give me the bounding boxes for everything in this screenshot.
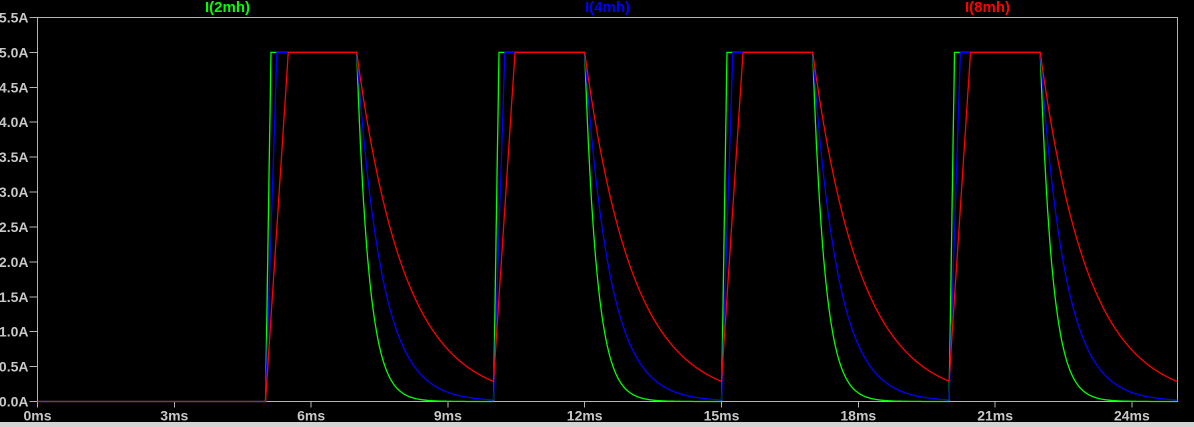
y-axis-tick-label: 5.0A [0, 44, 29, 60]
x-axis-tick-label: 3ms [160, 408, 188, 424]
axes-layer: 0.0A 0.5A 1.0A 1.5A 2.0A 2.5A 3.0A 3.5A 4.0A 4.5A… [0, 10, 1178, 424]
y-axis-tick-label: 4.5A [0, 79, 29, 95]
window-bottom-edge [0, 422, 1194, 427]
y-axis-tick-label: 0.5A [0, 359, 29, 375]
x-axis-tick-label: 21ms [977, 408, 1013, 424]
plot-border [37, 17, 1178, 402]
y-axis-tick-label: 2.0A [0, 254, 29, 270]
trace-label-i2mh[interactable]: I(2mh) [205, 0, 250, 16]
x-axis-tick-label: 0ms [23, 408, 51, 424]
trace-label-i8mh[interactable]: I(8mh) [965, 0, 1010, 16]
x-axis-tick-label: 9ms [434, 408, 462, 424]
x-axis-tick-label: 6ms [297, 408, 325, 424]
y-axis-tick-label: 0.0A [0, 394, 29, 410]
y-axis-tick-label: 1.5A [0, 289, 29, 305]
y-axis-tick-label: 1.0A [0, 324, 29, 340]
x-axis-tick-label: 12ms [567, 408, 603, 424]
x-axis-tick-label: 24ms [1114, 408, 1150, 424]
y-axis-tick-label: 5.5A [0, 10, 29, 26]
x-axis-tick-label: 15ms [704, 408, 740, 424]
trace-label-i4mh[interactable]: I(4mh) [585, 0, 630, 16]
y-axis-tick-label: 3.5A [0, 149, 29, 165]
x-axis-tick-label: 18ms [840, 408, 876, 424]
traces-layer [37, 51, 1178, 403]
trace-i8mh [37, 51, 1178, 403]
y-axis-tick-label: 2.5A [0, 219, 29, 235]
trace-legend: I(2mh) I(4mh) I(8mh) [0, 0, 1194, 17]
y-axis-tick-label: 4.0A [0, 114, 29, 130]
trace-i2mh [37, 51, 1178, 403]
y-axis-tick-label: 3.0A [0, 184, 29, 200]
